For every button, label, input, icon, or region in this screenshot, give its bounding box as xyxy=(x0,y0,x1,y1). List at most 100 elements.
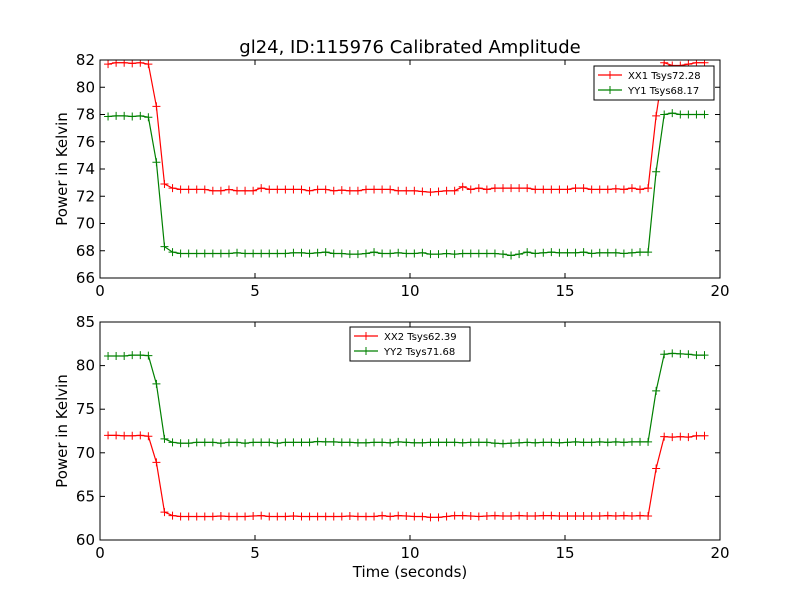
data-point xyxy=(216,249,225,258)
data-point xyxy=(104,431,113,440)
data-point xyxy=(112,111,121,120)
data-point xyxy=(700,431,709,440)
data-point xyxy=(619,438,628,447)
data-point xyxy=(595,185,604,194)
data-point xyxy=(490,249,499,258)
data-point xyxy=(595,248,604,257)
data-point xyxy=(579,438,588,447)
data-point xyxy=(539,511,548,520)
data-point xyxy=(482,438,491,447)
data-point xyxy=(668,433,677,442)
x-tick-label: 15 xyxy=(555,544,574,562)
x-tick-label: 15 xyxy=(555,282,574,300)
data-point xyxy=(418,438,427,447)
data-point xyxy=(273,439,282,448)
data-point xyxy=(636,185,645,194)
data-point xyxy=(224,185,233,194)
data-point xyxy=(241,512,250,521)
data-point xyxy=(523,512,532,521)
legend-label: YY2 Tsys71.68 xyxy=(383,347,455,358)
data-point xyxy=(289,185,298,194)
legend-label: XX1 Tsys72.28 xyxy=(628,71,701,82)
data-point xyxy=(305,186,314,195)
data-point xyxy=(192,249,201,258)
legend: XX2 Tsys62.39 YY2 Tsys71.68 xyxy=(349,326,471,362)
data-point xyxy=(329,186,338,195)
data-point xyxy=(184,249,193,258)
data-point xyxy=(241,186,250,195)
data-point xyxy=(337,249,346,258)
data-point xyxy=(321,437,330,446)
data-point xyxy=(644,512,653,521)
data-point xyxy=(619,185,628,194)
data-point xyxy=(233,248,242,257)
subplot-2: 0 5 10 15 20 60 65 70 75 80 85 Power in Kelvin Time … xyxy=(53,313,730,581)
legend-box xyxy=(349,326,471,362)
y-tick-label: 72 xyxy=(76,187,95,205)
data-point xyxy=(482,185,491,194)
data-point xyxy=(370,438,379,447)
data-point xyxy=(410,512,419,521)
data-point xyxy=(587,438,596,447)
data-point xyxy=(450,511,459,520)
data-point xyxy=(402,512,411,521)
data-point xyxy=(394,511,403,520)
data-point xyxy=(257,511,266,520)
y-tick-label: 85 xyxy=(76,313,95,331)
x-tick-label: 5 xyxy=(250,282,260,300)
data-point xyxy=(361,185,370,194)
data-point xyxy=(426,513,435,522)
data-point xyxy=(450,438,459,447)
data-point xyxy=(539,438,548,447)
data-point xyxy=(297,438,306,447)
data-point xyxy=(104,112,113,121)
data-point xyxy=(241,439,250,448)
data-point xyxy=(160,242,169,251)
data-point xyxy=(281,512,290,521)
data-point xyxy=(418,187,427,196)
data-point xyxy=(337,512,346,521)
data-point xyxy=(523,438,532,447)
data-point xyxy=(563,185,572,194)
data-point xyxy=(547,185,556,194)
data-point xyxy=(305,512,314,521)
data-point xyxy=(700,110,709,119)
data-point xyxy=(611,437,620,446)
data-point xyxy=(353,512,362,521)
data-point xyxy=(571,512,580,521)
data-point xyxy=(636,248,645,257)
data-point xyxy=(394,437,403,446)
data-point xyxy=(660,432,669,441)
data-point xyxy=(104,60,113,69)
data-point xyxy=(208,438,217,447)
data-point xyxy=(418,248,427,257)
data-point xyxy=(216,186,225,195)
data-point xyxy=(603,248,612,257)
data-point xyxy=(627,184,636,193)
data-point xyxy=(305,249,314,258)
data-point xyxy=(700,351,709,360)
plots-group: 0 5 10 15 20 66 68 70 72 74 76 78 80 82 Power in Kelvi… xyxy=(53,51,730,581)
data-point xyxy=(442,186,451,195)
data-point xyxy=(652,386,661,395)
data-point xyxy=(370,512,379,521)
data-point xyxy=(450,250,459,259)
data-point xyxy=(136,351,145,360)
data-point xyxy=(345,250,354,259)
legend-swatch-marker xyxy=(606,86,614,94)
data-point xyxy=(466,438,475,447)
data-point xyxy=(176,185,185,194)
data-point xyxy=(692,431,701,440)
y-tick-label: 78 xyxy=(76,106,95,124)
data-point xyxy=(450,186,459,195)
data-point xyxy=(233,512,242,521)
data-point xyxy=(531,185,540,194)
legend-swatch-marker xyxy=(606,71,614,79)
data-point xyxy=(426,250,435,259)
data-point xyxy=(426,188,435,197)
x-axis-label: Time (seconds) xyxy=(352,563,468,581)
data-point xyxy=(313,248,322,257)
data-point xyxy=(345,438,354,447)
data-point xyxy=(200,249,209,258)
chart-title: gl24, ID:115976 Calibrated Amplitude xyxy=(239,37,580,58)
